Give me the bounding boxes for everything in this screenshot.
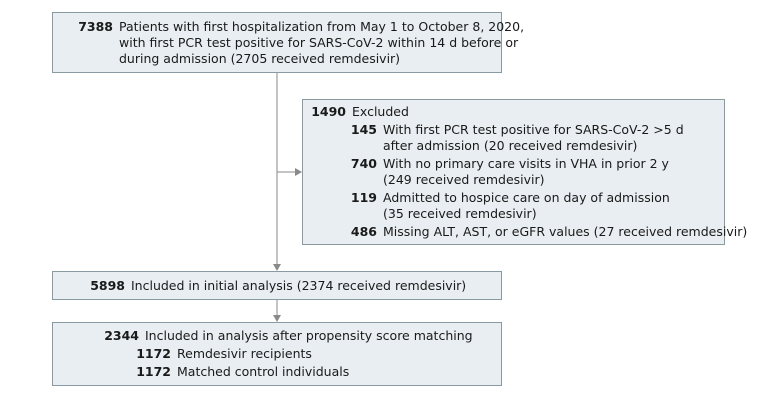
exclusion-line: Admitted to hospice care on day of admis… bbox=[383, 190, 670, 205]
arrow-to-initial bbox=[273, 264, 281, 271]
matched-label: Included in analysis after propensity sc… bbox=[145, 328, 473, 343]
excluded-label: Excluded bbox=[352, 104, 409, 119]
exclusion-line: (249 received remdesivir) bbox=[383, 172, 545, 187]
matched-count: 2344 bbox=[104, 328, 139, 343]
initial-count: 5898 bbox=[90, 278, 125, 293]
excluded-header: 1490 Excluded bbox=[303, 104, 718, 120]
excluded-box: 1490 Excluded 145 With first PCR test po… bbox=[302, 99, 747, 245]
matched-analysis-box: 2344 Included in analysis after propensi… bbox=[52, 322, 502, 386]
matched-header: 2344 Included in analysis after propensi… bbox=[53, 328, 495, 344]
initial-label: Included in initial analysis (2374 recei… bbox=[131, 278, 467, 293]
group-count: 1172 bbox=[136, 364, 171, 379]
exclusion-count: 740 bbox=[350, 156, 377, 171]
group-label: Matched control individuals bbox=[177, 364, 350, 379]
enrolled-line-1: Patients with first hospitalization from… bbox=[119, 19, 525, 34]
exclusion-description: Missing ALT, AST, or eGFR values (27 rec… bbox=[377, 224, 747, 240]
arrow-to-matched bbox=[273, 315, 281, 322]
matched-group-item: 1172 Matched control individuals bbox=[53, 364, 495, 380]
enrolled-count: 7388 bbox=[78, 19, 113, 34]
exclusion-line: Missing ALT, AST, or eGFR values (27 rec… bbox=[383, 224, 748, 239]
enrolled-line-2: with first PCR test positive for SARS-Co… bbox=[119, 35, 519, 50]
initial-analysis-box: 5898 Included in initial analysis (2374 … bbox=[52, 271, 502, 300]
exclusion-item: 145 With first PCR test positive for SAR… bbox=[303, 122, 718, 154]
group-label: Remdesivir recipients bbox=[177, 346, 312, 361]
enrolled-line-3: during admission (2705 received remdesiv… bbox=[119, 51, 401, 66]
exclusion-line: With no primary care visits in VHA in pr… bbox=[383, 156, 669, 171]
exclusion-item: 486 Missing ALT, AST, or eGFR values (27… bbox=[303, 224, 747, 240]
exclusion-item: 119 Admitted to hospice care on day of a… bbox=[303, 190, 718, 222]
matched-group-item: 1172 Remdesivir recipients bbox=[53, 346, 495, 362]
exclusion-line: after admission (20 received remdesivir) bbox=[383, 138, 638, 153]
enrolled-description: Patients with first hospitalization from… bbox=[113, 19, 524, 67]
exclusion-description: Admitted to hospice care on day of admis… bbox=[377, 190, 670, 222]
exclusion-line: (35 received remdesivir) bbox=[383, 206, 537, 221]
exclusion-count: 119 bbox=[350, 190, 377, 205]
exclusion-line: With first PCR test positive for SARS-Co… bbox=[383, 122, 684, 137]
exclusion-description: With no primary care visits in VHA in pr… bbox=[377, 156, 669, 188]
exclusion-description: With first PCR test positive for SARS-Co… bbox=[377, 122, 684, 154]
exclusion-count: 486 bbox=[350, 224, 377, 239]
group-count: 1172 bbox=[136, 346, 171, 361]
exclusion-count: 145 bbox=[350, 122, 377, 137]
exclusion-item: 740 With no primary care visits in VHA i… bbox=[303, 156, 718, 188]
enrolled-patients-box: 7388 Patients with first hospitalization… bbox=[52, 12, 524, 73]
excluded-count: 1490 bbox=[311, 104, 346, 119]
arrow-to-excluded bbox=[295, 168, 302, 176]
